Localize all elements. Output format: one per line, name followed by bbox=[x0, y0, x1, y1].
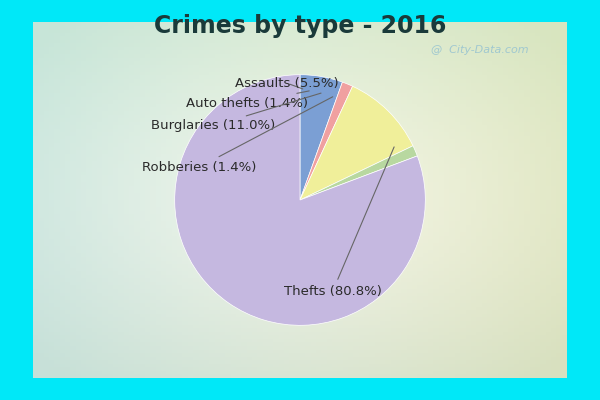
Text: Thefts (80.8%): Thefts (80.8%) bbox=[284, 147, 394, 298]
Text: @  City-Data.com: @ City-Data.com bbox=[431, 45, 529, 55]
Wedge shape bbox=[300, 75, 343, 200]
Wedge shape bbox=[300, 86, 413, 200]
Text: Crimes by type - 2016: Crimes by type - 2016 bbox=[154, 14, 446, 38]
Text: Assaults (5.5%): Assaults (5.5%) bbox=[235, 77, 339, 90]
Text: Robberies (1.4%): Robberies (1.4%) bbox=[142, 97, 333, 174]
Wedge shape bbox=[300, 82, 353, 200]
Text: Auto thefts (1.4%): Auto thefts (1.4%) bbox=[187, 91, 309, 110]
Wedge shape bbox=[175, 75, 425, 325]
Text: Burglaries (11.0%): Burglaries (11.0%) bbox=[151, 93, 321, 132]
Wedge shape bbox=[300, 146, 418, 200]
